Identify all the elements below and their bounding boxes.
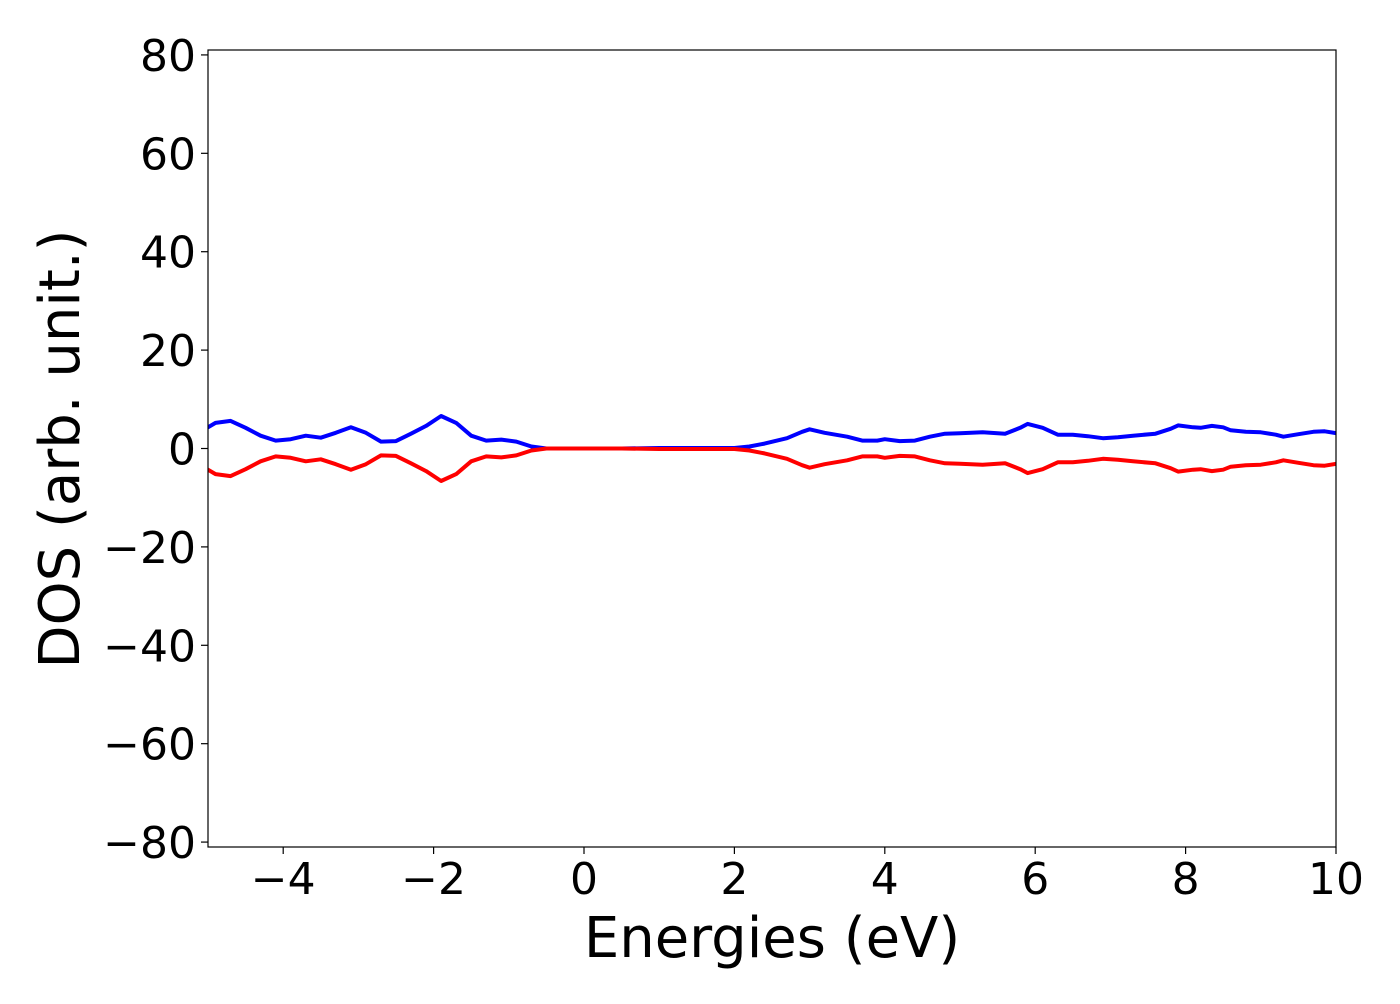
- y-axis-label: DOS (arb. unit.): [28, 229, 93, 668]
- y-tick-label: −20: [103, 523, 196, 574]
- y-tick-label: 0: [168, 425, 196, 476]
- y-tick-label: 20: [140, 326, 196, 377]
- x-tick-label: 10: [1308, 854, 1364, 905]
- x-axis: −4 −2 0 2 4 6 8 10: [251, 847, 1364, 905]
- x-axis-label: Energies (eV): [584, 906, 960, 971]
- series-line-2: [208, 446, 1336, 483]
- x-tick-label: 0: [570, 854, 598, 905]
- y-tick-label: 40: [140, 228, 196, 279]
- x-tick-label: 4: [871, 854, 899, 905]
- x-tick-label: 2: [720, 854, 748, 905]
- plot-frame: [207, 49, 1337, 848]
- x-tick-label: −2: [401, 854, 466, 905]
- y-tick-label: 80: [140, 31, 196, 82]
- series-layer: [208, 414, 1336, 483]
- series-line-1: [208, 414, 1336, 451]
- x-tick-label: 8: [1172, 854, 1200, 905]
- y-tick-label: 60: [140, 129, 196, 180]
- x-tick-label: 6: [1021, 854, 1049, 905]
- y-tick-label: −40: [103, 621, 196, 672]
- y-tick-label: −60: [103, 720, 196, 771]
- x-tick-label: −4: [251, 854, 316, 905]
- y-tick-label: −80: [103, 818, 196, 869]
- y-axis: 80 60 40 20 0 −20 −40 −60 −80: [103, 31, 208, 869]
